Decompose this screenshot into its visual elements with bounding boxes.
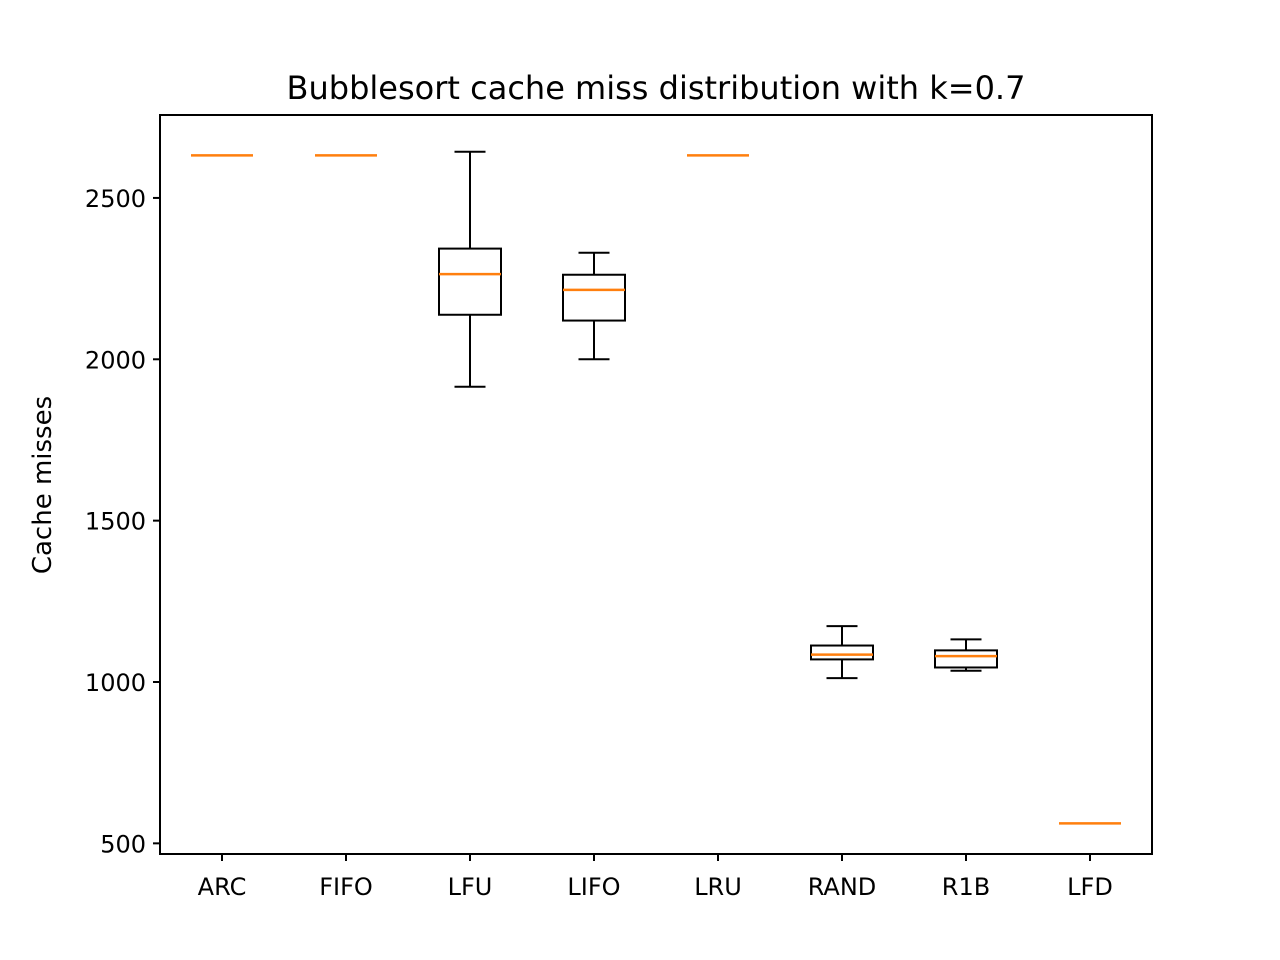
x-tick-label: LRU bbox=[694, 873, 742, 901]
x-tick-label: R1B bbox=[942, 873, 990, 901]
plot-area: 500 1000 1500 2000 2500 ARC FIFO LFU LIFO LRU RAND… bbox=[85, 150, 1121, 901]
x-tick-label: LFU bbox=[448, 873, 493, 901]
plot-frame bbox=[159, 114, 1153, 855]
y-tick-label: 2000 bbox=[85, 346, 146, 374]
x-tick-label: RAND bbox=[808, 873, 877, 901]
x-tick-label: ARC bbox=[198, 873, 247, 901]
box-body bbox=[810, 644, 874, 661]
y-tick-label: 1000 bbox=[85, 669, 146, 697]
x-tick-label: LFD bbox=[1067, 873, 1113, 901]
chart-title: Bubblesort cache miss distribution with … bbox=[287, 69, 1026, 107]
y-axis-label: Cache misses bbox=[28, 396, 58, 574]
box-body bbox=[562, 273, 626, 322]
box-body bbox=[934, 649, 998, 669]
x-tick-label: FIFO bbox=[319, 873, 373, 901]
y-tick-label: 500 bbox=[100, 830, 146, 858]
y-tick-label: 2500 bbox=[85, 185, 146, 213]
box-body bbox=[438, 247, 502, 316]
x-tick-label: LIFO bbox=[567, 873, 620, 901]
y-tick-label: 1500 bbox=[85, 508, 146, 536]
